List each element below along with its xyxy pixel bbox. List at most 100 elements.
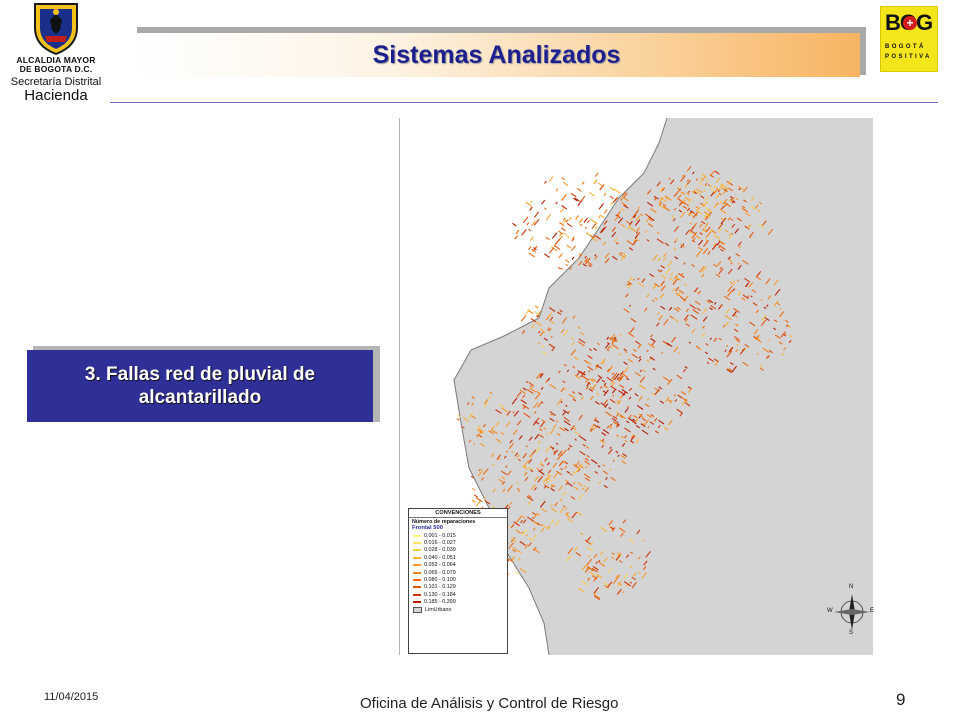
network-segment	[679, 412, 684, 417]
network-segment	[755, 309, 759, 314]
network-segment	[583, 217, 589, 223]
network-segment	[530, 469, 534, 473]
network-segment	[645, 551, 651, 558]
network-segment	[604, 382, 607, 386]
network-segment	[589, 386, 595, 391]
network-segment	[674, 240, 677, 243]
network-segment	[730, 218, 734, 222]
network-segment	[489, 430, 495, 435]
network-segment	[611, 552, 615, 556]
network-segment	[456, 418, 460, 421]
network-segment	[646, 201, 654, 207]
network-segment	[658, 196, 664, 203]
network-segment	[767, 228, 774, 235]
network-segment	[664, 242, 670, 247]
network-segment	[580, 195, 586, 202]
network-segment	[789, 334, 793, 338]
network-segment	[536, 522, 541, 526]
network-segment	[589, 428, 594, 432]
legend-item: 0.185 - 0.399	[409, 599, 507, 606]
network-segment	[719, 183, 724, 188]
network-segment	[678, 201, 683, 206]
network-segment	[697, 239, 704, 246]
network-segment	[581, 487, 585, 490]
network-segment	[727, 216, 731, 221]
network-segment	[608, 424, 612, 428]
network-segment	[533, 513, 538, 519]
network-segment	[742, 294, 749, 300]
network-segment	[585, 385, 589, 390]
network-segment	[628, 304, 632, 307]
network-segment	[618, 375, 624, 382]
network-segment	[760, 319, 767, 326]
network-segment	[543, 486, 547, 489]
network-segment	[522, 453, 528, 459]
network-segment	[585, 260, 593, 266]
network-segment	[563, 420, 571, 426]
network-segment	[630, 217, 633, 221]
network-segment	[767, 338, 770, 341]
network-segment	[579, 371, 586, 376]
network-segment	[513, 521, 521, 527]
network-segment	[703, 240, 709, 247]
network-segment	[765, 278, 771, 285]
network-segment	[566, 517, 574, 523]
network-segment	[588, 570, 596, 577]
network-segment	[615, 554, 621, 561]
legend-swatch	[413, 564, 421, 567]
network-segment	[574, 356, 579, 360]
network-segment	[531, 324, 535, 329]
network-segment	[747, 224, 752, 230]
network-segment	[562, 460, 566, 464]
network-segment	[662, 340, 670, 346]
network-segment	[510, 556, 516, 562]
network-segment	[500, 470, 508, 476]
network-segment	[655, 322, 660, 327]
network-segment	[630, 434, 635, 439]
network-segment	[720, 205, 725, 210]
network-segment	[755, 271, 762, 278]
network-segment	[638, 413, 643, 419]
network-segment	[536, 390, 542, 395]
network-segment	[759, 364, 763, 368]
network-segment	[537, 330, 541, 334]
network-segment	[609, 446, 612, 449]
network-segment	[495, 421, 500, 427]
network-segment	[534, 417, 540, 424]
network-segment	[519, 389, 526, 395]
network-segment	[637, 206, 641, 210]
network-segment	[691, 231, 698, 239]
network-segment	[584, 457, 589, 462]
network-segment	[568, 393, 576, 400]
network-segment	[521, 229, 527, 236]
network-segment	[576, 511, 583, 516]
network-segment	[522, 519, 527, 524]
network-segment	[696, 188, 703, 194]
network-segment	[652, 254, 658, 262]
network-segment	[674, 256, 679, 260]
network-segment	[754, 204, 759, 210]
network-segment	[713, 337, 718, 342]
network-segment	[520, 315, 527, 322]
network-segment	[601, 438, 605, 442]
network-segment	[562, 409, 569, 415]
network-segment	[550, 335, 553, 338]
network-segment	[471, 499, 476, 503]
network-segment	[710, 191, 715, 197]
network-segment	[578, 392, 583, 396]
east-label: E	[870, 608, 875, 614]
network-segment	[705, 238, 709, 242]
network-segment	[586, 382, 591, 387]
network-segment	[624, 350, 628, 354]
network-segment	[619, 396, 622, 399]
network-segment	[519, 541, 526, 546]
network-segment	[558, 253, 563, 259]
network-segment	[548, 343, 555, 348]
network-segment	[681, 199, 686, 205]
network-segment	[582, 263, 587, 267]
network-segment	[524, 308, 531, 316]
network-segment	[688, 231, 692, 235]
network-segment	[622, 191, 627, 196]
network-segment	[592, 237, 598, 242]
network-segment	[784, 333, 787, 336]
